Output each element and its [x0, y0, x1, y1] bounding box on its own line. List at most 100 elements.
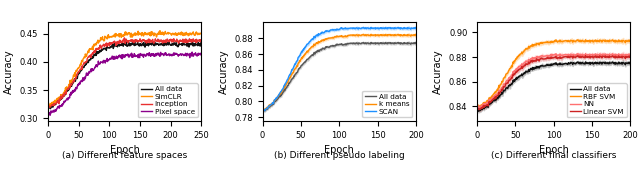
Line: Linear SVM: Linear SVM [478, 56, 630, 110]
Y-axis label: Accuracy: Accuracy [4, 49, 14, 94]
Linear SVM [476, 108, 483, 111]
Linear SVM [475, 108, 483, 111]
NN [574, 53, 582, 55]
k means [360, 33, 367, 35]
All data [627, 61, 634, 63]
Pixel space [156, 54, 163, 57]
SCAN [260, 109, 268, 111]
RBF SVM [568, 40, 575, 42]
Pixel space [141, 54, 149, 56]
Inception [197, 40, 205, 42]
k means [259, 108, 267, 110]
All data [260, 109, 268, 111]
SimCLR [156, 30, 164, 32]
All data [350, 42, 358, 44]
NN [627, 53, 634, 55]
All data [389, 42, 397, 44]
Line: RBF SVM: RBF SVM [478, 40, 630, 107]
Inception [157, 41, 164, 43]
All data [399, 43, 406, 45]
k means [260, 108, 268, 111]
k means [351, 35, 358, 37]
All data [45, 105, 52, 107]
Linear SVM [574, 55, 582, 57]
NN [568, 53, 575, 56]
RBF SVM [574, 39, 582, 41]
NN [565, 53, 573, 55]
All data [565, 62, 573, 64]
NN [565, 54, 573, 57]
NN [613, 55, 621, 57]
All data [197, 41, 205, 43]
SimCLR [106, 36, 113, 38]
Y-axis label: Accuracy: Accuracy [433, 49, 444, 94]
Linear SVM [627, 55, 634, 57]
Linear SVM [604, 56, 611, 58]
SimCLR [197, 33, 205, 35]
Legend: All data, SimCLR, Inception, Pixel space: All data, SimCLR, Inception, Pixel space [138, 83, 198, 117]
RBF SVM [475, 106, 483, 108]
SimCLR [141, 33, 149, 35]
All data [604, 62, 611, 64]
All data [165, 40, 173, 42]
Pixel space [46, 114, 54, 116]
All data [474, 108, 482, 111]
Linear SVM [568, 56, 575, 58]
Inception [141, 40, 149, 42]
SCAN [260, 109, 268, 111]
All data [412, 42, 420, 44]
SCAN [350, 27, 358, 29]
All data [260, 110, 268, 112]
All data [613, 63, 621, 65]
Line: NN: NN [478, 54, 630, 108]
SCAN [259, 108, 267, 110]
RBF SVM [627, 39, 634, 41]
Pixel space [95, 63, 102, 65]
Line: All data: All data [263, 43, 416, 111]
All data [259, 110, 267, 112]
SimCLR [63, 87, 71, 89]
SimCLR [45, 102, 52, 104]
k means [412, 33, 420, 35]
SCAN [399, 28, 406, 30]
Y-axis label: Accuracy: Accuracy [219, 49, 228, 94]
All data [568, 62, 575, 64]
Inception [156, 40, 163, 42]
X-axis label: Epoch: Epoch [324, 145, 354, 155]
SCAN [389, 27, 397, 29]
k means [353, 34, 361, 36]
All data [475, 110, 483, 112]
All data [475, 109, 483, 111]
Inception [45, 105, 52, 107]
k means [260, 108, 268, 110]
Pixel space [63, 97, 71, 99]
Linear SVM [613, 57, 621, 59]
Pixel space [156, 55, 164, 57]
SimCLR [157, 33, 164, 35]
Line: k means: k means [263, 34, 416, 110]
RBF SVM [604, 40, 611, 42]
Inception [95, 47, 102, 49]
Line: All data: All data [478, 62, 630, 111]
Pixel space [197, 54, 205, 56]
RBF SVM [476, 106, 483, 108]
All data [47, 108, 54, 110]
Pixel space [45, 114, 52, 116]
SCAN [351, 28, 358, 30]
NN [604, 53, 611, 56]
Linear SVM [474, 107, 482, 110]
SCAN [412, 26, 420, 29]
Title: (a) Different feature spaces: (a) Different feature spaces [62, 151, 188, 160]
SimCLR [156, 33, 163, 35]
RBF SVM [565, 40, 573, 43]
All data [63, 90, 71, 92]
Line: All data: All data [49, 41, 201, 109]
All data [156, 43, 163, 45]
k means [399, 35, 406, 37]
All data [574, 61, 582, 63]
Legend: All data, k means, SCAN: All data, k means, SCAN [362, 91, 412, 117]
All data [360, 42, 367, 44]
Linear SVM [565, 55, 573, 57]
SCAN [360, 26, 367, 28]
All data [565, 63, 573, 65]
